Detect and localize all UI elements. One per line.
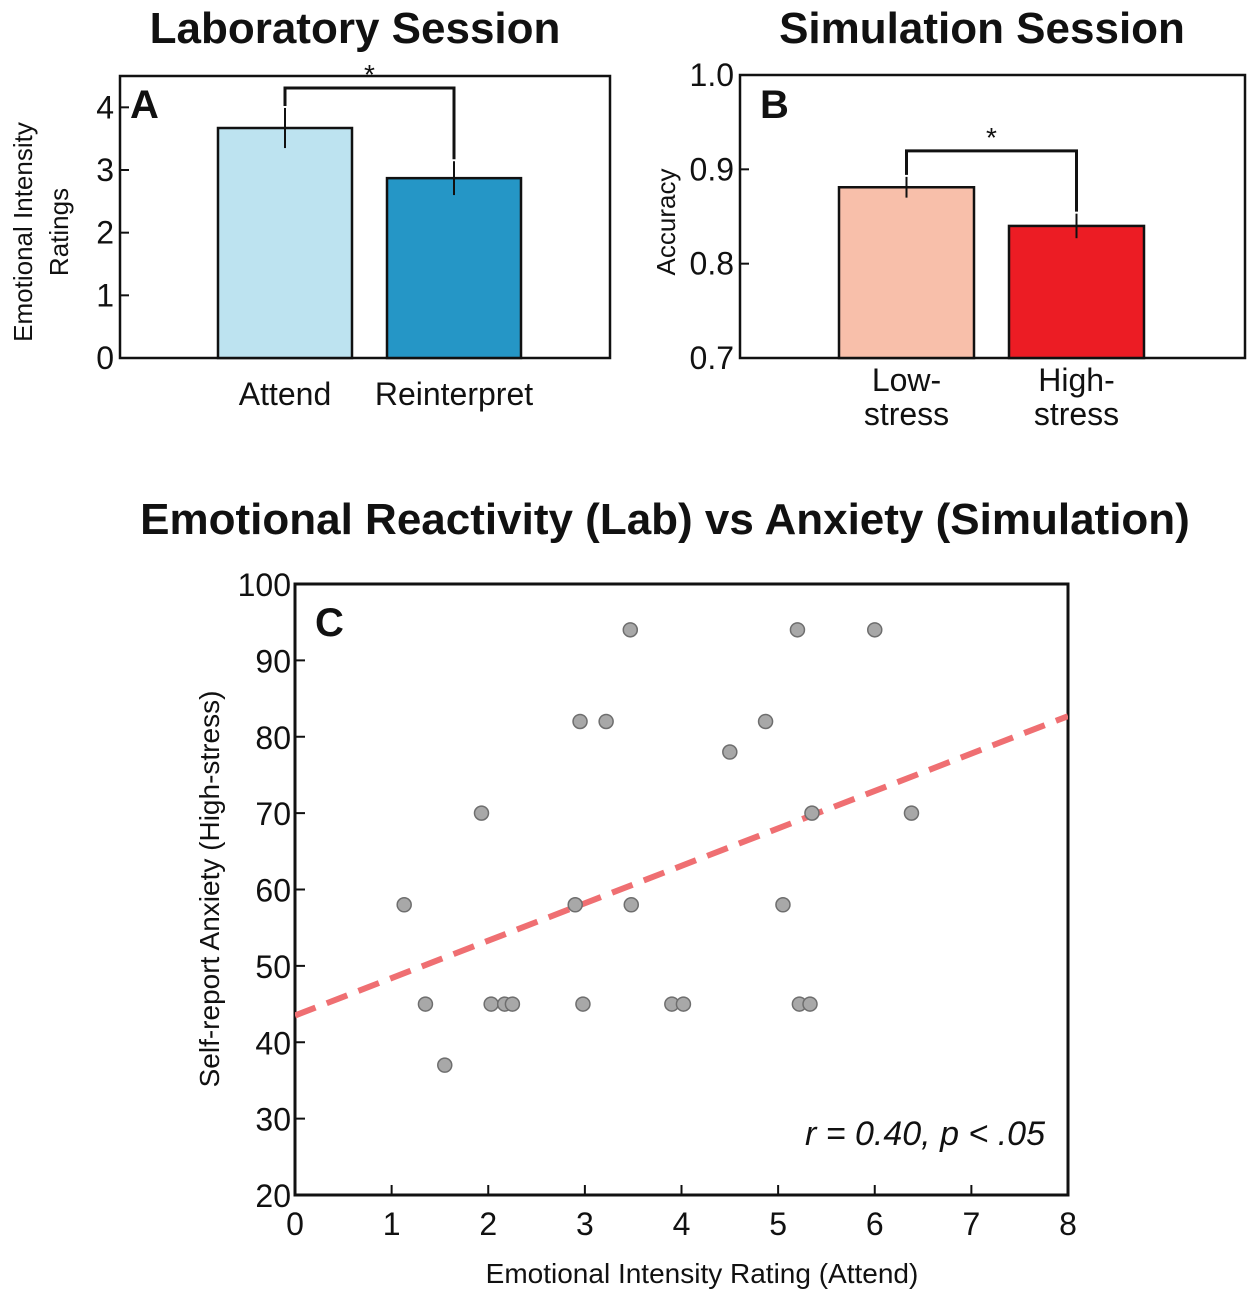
b-ytick-label: 0.9 <box>690 151 734 187</box>
c-data-point <box>804 805 820 821</box>
b-bar <box>1007 224 1146 360</box>
a-ytick-label: 3 <box>96 152 114 188</box>
panel-a-ylabel-line1: Emotional Intensity <box>8 122 38 342</box>
c-xtick-label: 4 <box>673 1206 691 1242</box>
c-xtick-label: 0 <box>286 1206 304 1242</box>
panel-b-title: Simulation Session <box>779 4 1185 53</box>
c-data-point <box>396 897 412 913</box>
c-xtick-label: 1 <box>383 1206 401 1242</box>
a-category-label: Attend <box>239 376 332 412</box>
b-ytick-label: 1.0 <box>690 57 734 93</box>
panel-c-title: Emotional Reactivity (Lab) vs Anxiety (S… <box>140 495 1190 544</box>
panel-b-error-bars <box>905 176 1078 239</box>
panel-a-title: Laboratory Session <box>150 4 561 53</box>
a-ytick-label: 4 <box>96 89 114 125</box>
a-ytick-label: 2 <box>96 215 114 251</box>
b-ytick-label: 0.7 <box>690 340 734 376</box>
c-data-point <box>572 713 588 730</box>
c-xtick-label: 8 <box>1059 1206 1077 1242</box>
c-ytick-label: 30 <box>255 1102 291 1138</box>
b-ytick-label: 0.8 <box>690 246 734 282</box>
c-xtick-label: 6 <box>866 1206 884 1242</box>
panel-a-axes-frame <box>118 74 612 360</box>
b-category-label: High- <box>1038 362 1114 398</box>
c-data-point <box>504 996 521 1012</box>
b-category-label: Low- <box>872 362 941 398</box>
a-bar <box>385 176 523 360</box>
panel-a-ylabel: Emotional Intensity Ratings <box>8 122 74 342</box>
panel-a-yticks: 0 1 2 3 4 <box>96 89 129 376</box>
b-category-label: stress <box>864 396 949 432</box>
c-data-point <box>567 897 583 913</box>
panel-b-axes-frame <box>738 73 1247 360</box>
c-xtick-label: 2 <box>479 1206 497 1242</box>
panel-c-yticks: 20 30 40 50 60 70 80 90 100 <box>238 567 305 1214</box>
c-data-point <box>598 713 614 730</box>
panel-a-significance-star: * <box>364 59 375 90</box>
c-data-point <box>675 996 692 1012</box>
panel-c-letter: C <box>315 601 344 645</box>
a-ytick-label: 0 <box>96 340 114 376</box>
c-data-point <box>575 996 591 1012</box>
panel-c: Emotional Reactivity (Lab) vs Anxiety (S… <box>140 495 1190 1289</box>
c-ytick-label: 60 <box>255 873 291 909</box>
panel-b-letter: B <box>760 83 789 127</box>
panel-c-points <box>396 622 920 1073</box>
a-category-label: Reinterpret <box>375 376 533 412</box>
c-ytick-label: 40 <box>255 1025 291 1061</box>
panel-b-bars <box>837 186 1146 360</box>
panel-a-significance-bracket <box>283 86 456 160</box>
b-bar <box>837 186 976 360</box>
panel-b: Simulation Session B Accuracy 0.7 0.8 0.9 1… <box>651 4 1247 432</box>
c-xtick-label: 5 <box>769 1206 787 1242</box>
c-ytick-label: 90 <box>255 643 291 679</box>
c-ytick-label: 20 <box>255 1178 291 1214</box>
panel-c-xticks: 0 1 2 3 4 5 6 7 8 <box>286 1185 1077 1242</box>
c-data-point <box>722 744 738 760</box>
c-data-point <box>623 897 640 913</box>
panel-a-error-bars <box>284 107 455 196</box>
c-data-point <box>867 622 883 638</box>
c-data-point <box>903 805 920 821</box>
b-category-label: stress <box>1034 396 1119 432</box>
panel-c-ylabel: Self-report Anxiety (High-stress) <box>194 691 225 1088</box>
panel-b-significance-star: * <box>986 122 997 153</box>
panel-a-letter: A <box>130 83 159 127</box>
c-data-point <box>757 713 774 730</box>
c-xtick-label: 7 <box>962 1206 980 1242</box>
c-data-point <box>437 1057 453 1073</box>
c-ytick-label: 50 <box>255 949 291 985</box>
panel-a: Laboratory Session A Emotional Intensity… <box>8 4 612 412</box>
c-ytick-label: 100 <box>238 567 291 603</box>
c-data-point <box>789 622 806 638</box>
c-data-point <box>622 622 639 638</box>
panel-b-yticks: 0.7 0.8 0.9 1.0 <box>690 57 749 376</box>
panel-c-xlabel: Emotional Intensity Rating (Attend) <box>486 1258 919 1289</box>
panel-c-correlation-annotation: r = 0.40, p < .05 <box>805 1115 1045 1153</box>
c-data-point <box>417 996 434 1012</box>
c-data-point <box>775 897 791 913</box>
panel-b-ylabel: Accuracy <box>651 169 681 276</box>
panel-b-significance-bracket <box>905 149 1078 212</box>
c-xtick-label: 3 <box>576 1206 594 1242</box>
panel-a-ylabel-line2: Ratings <box>44 188 74 276</box>
c-data-point <box>483 996 499 1012</box>
panel-c-trendline <box>295 713 1068 1019</box>
a-bar <box>216 126 354 360</box>
a-ytick-label: 1 <box>96 277 114 313</box>
c-ytick-label: 80 <box>255 720 291 756</box>
c-ytick-label: 70 <box>255 796 291 832</box>
panel-a-category-labels: Attend Reinterpret <box>239 376 534 412</box>
c-data-point <box>802 996 818 1012</box>
panel-a-bars <box>216 126 523 360</box>
panel-c-axes-frame <box>293 582 1070 1197</box>
c-data-point <box>473 805 490 821</box>
